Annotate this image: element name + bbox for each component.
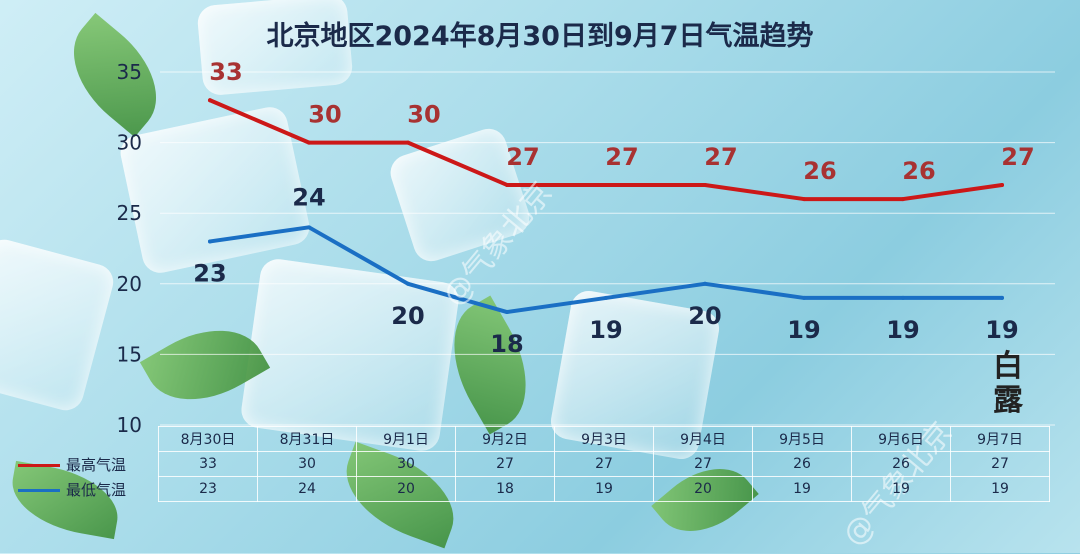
table-cell: 30 [257,451,357,477]
data-point [208,239,212,244]
data-point [406,140,410,145]
table-header-cell: 9月3日 [554,426,654,452]
table-header-cell: 9月1日 [356,426,456,452]
table-header-cell: 8月30日 [158,426,258,452]
table-header-cell: 9月5日 [752,426,852,452]
table-cell: 20 [653,476,753,502]
data-point [901,295,905,300]
data-point [604,182,608,187]
y-tick-label: 25 [117,201,142,225]
data-label: 19 [589,316,622,344]
data-label: 24 [292,183,325,211]
table-cell: 27 [653,451,753,477]
table-cell: 26 [851,451,951,477]
data-table: 8月30日 8月31日 9月1日 9月2日 9月3日 9月4日 9月5日 9月6… [18,426,1050,502]
table-cell: 18 [455,476,555,502]
data-label: 19 [886,316,919,344]
data-label: 26 [803,157,836,185]
table-cell: 27 [950,451,1050,477]
data-label: 19 [787,316,820,344]
data-point [901,197,905,202]
y-tick-label: 20 [117,272,142,296]
y-tick-label: 15 [117,342,142,366]
data-point [307,140,311,145]
seal-stamp: 白露 [993,349,1023,418]
legend-entry-high: 最高气温 [18,452,159,477]
table-cell: 24 [257,476,357,502]
data-label: 27 [506,143,539,171]
data-label: 27 [1001,143,1034,171]
data-point [703,281,707,286]
table-cell: 19 [950,476,1050,502]
table-cell: 23 [158,476,258,502]
legend-swatch-low [18,488,60,492]
table-header-cell: 8月31日 [257,426,357,452]
data-label: 26 [902,157,935,185]
chart-title: 北京地区2024年8月30日到9月7日气温趋势 [266,21,814,52]
table-cell: 27 [554,451,654,477]
data-label: 33 [209,58,242,86]
data-point [208,98,212,103]
data-point [802,295,806,300]
data-point [802,197,806,202]
y-tick-label: 35 [117,60,142,84]
y-tick-label: 30 [117,131,142,155]
table-cell: 30 [356,451,456,477]
data-point [1000,295,1004,300]
data-label: 27 [704,143,737,171]
data-point [505,182,509,187]
table-header-cell: 9月2日 [455,426,555,452]
data-label: 20 [391,302,424,330]
data-label: 19 [985,316,1018,344]
table-cell: 26 [752,451,852,477]
data-label: 18 [490,330,523,358]
data-point [604,295,608,300]
data-label: 20 [688,302,721,330]
data-label: 30 [308,101,341,129]
legend-entry-low: 最低气温 [18,477,159,502]
data-label: 30 [407,101,440,129]
table-cell: 33 [158,451,258,477]
table-cell: 19 [752,476,852,502]
table-header-row: 8月30日 8月31日 9月1日 9月2日 9月3日 9月4日 9月5日 9月6… [18,426,1050,452]
table-header-cell: 9月4日 [653,426,753,452]
legend-swatch-high [18,463,60,467]
table-header-cell: 9月7日 [950,426,1050,452]
data-label: 27 [605,143,638,171]
table-row-low: 最低气温 23 24 20 18 19 20 19 19 19 [18,476,1050,502]
table-cell: 19 [851,476,951,502]
table-header-cell: 9月6日 [851,426,951,452]
data-point [1000,182,1004,187]
data-point [307,225,311,230]
data-label: 23 [193,259,226,287]
table-cell: 19 [554,476,654,502]
data-point [703,182,707,187]
y-tick-label: 10 [117,413,142,437]
data-point [406,281,410,286]
data-point [505,310,509,315]
table-row-high: 最高气温 33 30 30 27 27 27 26 26 27 [18,451,1050,477]
table-cell: 20 [356,476,456,502]
table-cell: 27 [455,451,555,477]
